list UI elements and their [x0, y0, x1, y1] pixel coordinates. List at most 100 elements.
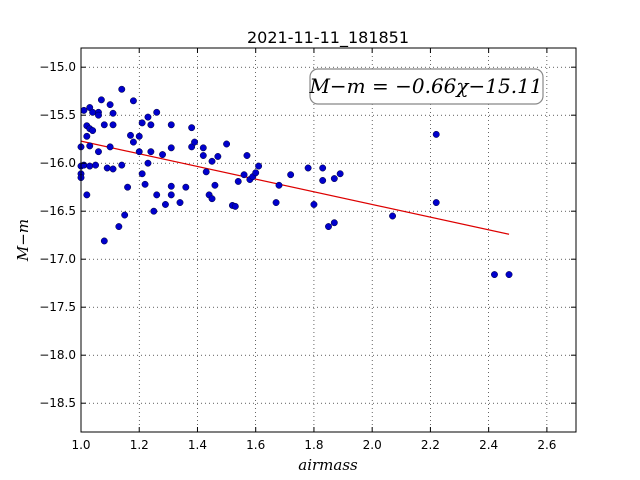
data-point — [89, 108, 97, 116]
data-point — [141, 180, 149, 188]
data-point — [138, 119, 146, 127]
fit-line — [80, 140, 510, 235]
data-point — [109, 109, 117, 117]
data-point — [147, 148, 155, 156]
data-point — [147, 121, 155, 129]
fit-annotation-box — [309, 68, 544, 105]
data-point — [167, 191, 175, 199]
data-point — [176, 199, 184, 207]
data-point — [115, 223, 123, 231]
data-point — [109, 121, 117, 129]
data-point — [83, 191, 91, 199]
data-point — [336, 170, 344, 178]
data-point — [255, 162, 263, 170]
data-point — [208, 195, 216, 203]
data-point — [127, 131, 134, 139]
data-point — [103, 164, 111, 172]
data-point — [150, 207, 158, 215]
data-point — [144, 159, 152, 167]
x-axis-label: airmass — [298, 456, 358, 474]
data-point — [153, 191, 161, 199]
data-point — [432, 130, 440, 138]
data-point — [138, 170, 146, 178]
data-point — [231, 202, 239, 210]
data-point — [161, 201, 169, 208]
data-point — [144, 113, 152, 121]
data-point — [129, 138, 137, 146]
data-point — [252, 169, 260, 177]
data-point — [129, 97, 137, 105]
data-point — [199, 144, 207, 152]
data-point — [95, 148, 102, 156]
x-tick-label: 1.8 — [304, 438, 323, 452]
data-point — [86, 162, 94, 170]
data-point — [80, 106, 88, 114]
data-point — [243, 152, 251, 159]
data-point — [182, 183, 190, 191]
data-point — [121, 211, 129, 219]
fit-line-group — [80, 140, 510, 235]
data-point — [92, 161, 100, 169]
data-point — [191, 138, 199, 146]
data-point — [109, 165, 117, 173]
data-point — [223, 140, 231, 148]
data-point — [188, 124, 196, 132]
data-point — [330, 219, 338, 227]
data-point — [275, 181, 283, 189]
x-tick-label: 2.6 — [537, 438, 556, 452]
x-tick-label: 1.2 — [130, 438, 149, 452]
data-point — [319, 177, 327, 184]
data-point — [505, 271, 513, 279]
y-tick-labels: −15.0 −15.5 −16.0 −16.5 −17.0 −17.5 −18.0 −18.5 — [39, 60, 76, 410]
data-point — [89, 127, 97, 135]
plot-frame — [80, 47, 577, 433]
data-point — [319, 164, 327, 172]
data-point — [240, 171, 248, 179]
x-tick-label: 1.6 — [246, 438, 265, 452]
y-tick-label: −16.0 — [39, 156, 76, 170]
data-point — [167, 121, 175, 129]
data-point — [95, 111, 102, 119]
grid — [81, 48, 576, 432]
y-tick-label: −16.5 — [39, 204, 76, 218]
data-point — [208, 157, 216, 165]
data-point — [432, 199, 440, 207]
y-tick-label: −15.0 — [39, 60, 76, 74]
data-point — [211, 181, 219, 189]
data-point — [234, 177, 242, 185]
data-point — [330, 175, 338, 183]
x-tick-label: 2.2 — [421, 438, 440, 452]
x-tick-label: 2.4 — [479, 438, 498, 452]
data-point — [310, 201, 318, 208]
data-point — [118, 161, 126, 169]
y-tick-label: −18.0 — [39, 348, 76, 362]
axis-ticks — [80, 48, 576, 432]
x-tick-label: 2.0 — [363, 438, 382, 452]
chart-title: 2021-11-11_181851 — [247, 28, 409, 48]
data-point — [272, 199, 280, 207]
data-point — [214, 153, 222, 160]
y-axis-label: M−m — [14, 219, 32, 262]
x-tick-labels: 1.0 1.2 1.4 1.6 1.8 2.0 2.2 2.4 2.6 — [71, 438, 556, 452]
data-point — [304, 164, 312, 172]
y-tick-label: −17.5 — [39, 300, 76, 314]
data-point — [83, 132, 91, 140]
data-point — [202, 168, 210, 176]
data-point — [100, 237, 108, 245]
data-point — [100, 121, 108, 129]
plot-area — [81, 48, 576, 432]
data-point — [135, 148, 143, 156]
data-point — [124, 183, 132, 191]
data-point — [167, 182, 175, 190]
data-points — [77, 85, 513, 279]
data-point — [325, 223, 332, 231]
data-point — [118, 85, 126, 93]
y-tick-label: −15.5 — [39, 108, 76, 122]
data-point — [167, 144, 175, 152]
y-tick-label: −17.0 — [39, 252, 76, 266]
data-point — [86, 142, 94, 150]
data-point — [106, 101, 114, 109]
data-point — [135, 132, 143, 140]
fit-equation-label: M−m = −0.66χ−15.11 — [308, 74, 542, 98]
